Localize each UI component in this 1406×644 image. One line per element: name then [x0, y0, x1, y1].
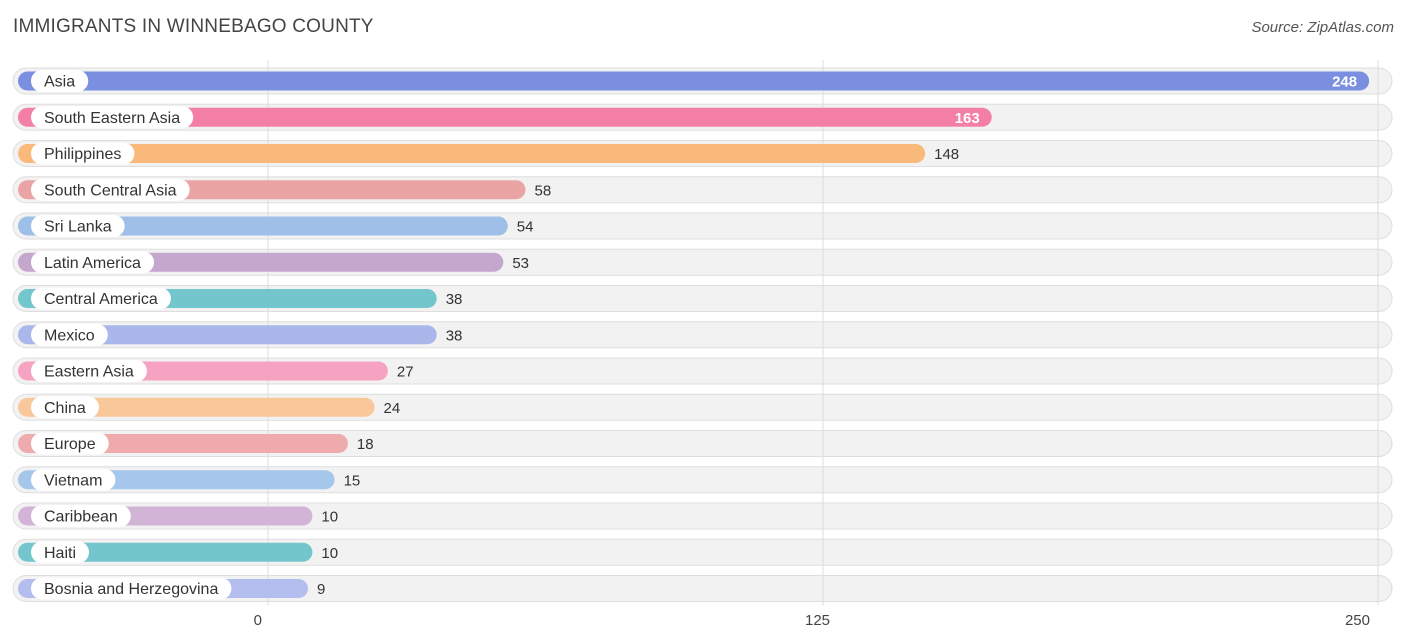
- value-label: 27: [397, 364, 414, 381]
- value-label: 53: [512, 255, 529, 272]
- category-label-pill: [31, 142, 135, 165]
- category-label: South Central Asia: [44, 182, 177, 199]
- x-axis-ticks: 0 125 250: [254, 612, 1370, 629]
- bar: [18, 397, 375, 417]
- value-label: 18: [357, 436, 374, 453]
- value-label: 54: [517, 219, 534, 236]
- category-label: Philippines: [44, 146, 121, 163]
- category-label: Central America: [44, 291, 158, 308]
- bar: [18, 71, 1370, 91]
- value-label: 38: [446, 291, 463, 308]
- category-label: South Eastern Asia: [44, 110, 180, 127]
- category-label: Sri Lanka: [44, 219, 112, 236]
- value-label: 10: [321, 545, 338, 562]
- value-label: 163: [955, 110, 980, 127]
- category-label-pill: [31, 396, 99, 419]
- value-label: 58: [535, 182, 552, 199]
- bar: [18, 216, 508, 236]
- category-label: Asia: [44, 74, 75, 91]
- category-label-pill: [31, 505, 131, 527]
- category-label-pill: [31, 323, 108, 346]
- value-label: 10: [321, 509, 338, 526]
- category-label: Europe: [44, 436, 96, 453]
- category-label-pill: [31, 106, 194, 129]
- category-label-pill: [31, 215, 125, 237]
- category-label: Latin America: [44, 255, 141, 272]
- category-label-pill: [31, 432, 109, 455]
- category-label-pill: [31, 251, 155, 274]
- bar: [18, 325, 437, 345]
- row-background: [12, 502, 1393, 530]
- category-label-pill: [31, 468, 116, 491]
- category-label-pill: [31, 541, 90, 564]
- category-label: Bosnia and Herzegovina: [44, 581, 218, 598]
- bar: [18, 542, 313, 562]
- value-label: 248: [1332, 74, 1357, 91]
- row-background: [12, 430, 1393, 457]
- bar: [18, 107, 992, 127]
- tick-label: 125: [805, 612, 830, 629]
- value-label: 38: [446, 327, 463, 344]
- bars: Asia 248 South Eastern Asia 163 Philippines 1…: [18, 70, 1370, 600]
- category-label-pill: [31, 287, 171, 310]
- row-background: [12, 466, 1393, 494]
- category-label: Haiti: [44, 545, 76, 562]
- chart-title: IMMIGRANTS IN WINNEBAGO COUNTY: [13, 16, 374, 37]
- category-label: China: [44, 400, 86, 417]
- tick-label: 0: [254, 612, 262, 629]
- category-label: Mexico: [44, 327, 95, 344]
- category-label-pill: [31, 360, 147, 382]
- category-label-pill: [31, 577, 232, 600]
- value-label: 15: [344, 472, 361, 489]
- bar: [18, 144, 926, 163]
- category-label: Eastern Asia: [44, 364, 134, 381]
- category-label: Vietnam: [44, 472, 102, 489]
- row-background: [12, 575, 1393, 602]
- value-label: 24: [384, 400, 401, 417]
- value-label: 148: [934, 146, 959, 163]
- category-label: Caribbean: [44, 509, 118, 526]
- row-background: [12, 538, 1393, 566]
- value-label: 9: [317, 581, 325, 598]
- category-label-pill: [31, 178, 190, 201]
- category-label-pill: [31, 70, 89, 92]
- tick-label: 250: [1345, 612, 1370, 629]
- source-credit: Source: ZipAtlas.com: [1251, 19, 1394, 36]
